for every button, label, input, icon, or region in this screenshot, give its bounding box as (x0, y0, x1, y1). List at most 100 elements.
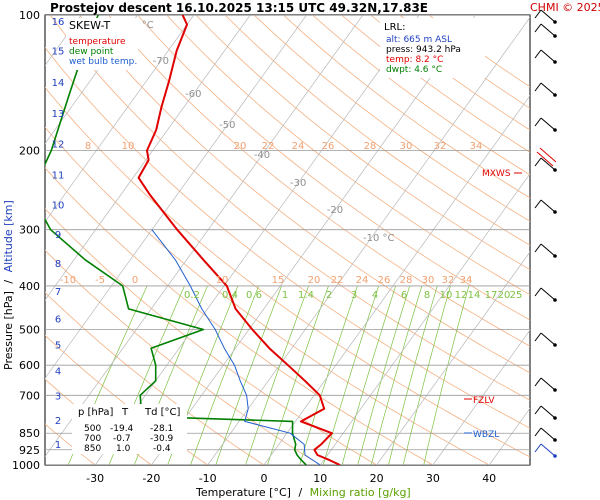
adiabat-label: 28 (400, 275, 413, 286)
y-axis-label: Pressure [hPa] / Altitude [km] (2, 200, 15, 370)
isotherm (432, 329, 530, 465)
wind-barb-feather (534, 405, 542, 415)
adiabat-label: 34 (470, 141, 483, 152)
adiabat-label: 28 (364, 141, 377, 152)
wind-barb-dot (553, 34, 557, 38)
wind-barb (534, 287, 557, 302)
adiabat-label: 8 (85, 141, 91, 152)
wind-barb (534, 9, 557, 24)
adiabat-label: 0 (132, 275, 138, 286)
mixing-ratio-label: 1.4 (298, 290, 314, 301)
credit-text: CHMI © 2025 (530, 1, 600, 14)
altitude-tick-label: 8 (55, 259, 61, 270)
mixing-ratio-label: 17 (485, 290, 498, 301)
temperature-tick-label: -10 (199, 472, 217, 485)
wind-barb-shaft (540, 117, 556, 131)
dry-adiabat (45, 46, 530, 429)
adiabat-label: 10 (216, 275, 229, 286)
lrl-box: LRL: alt: 665 m ASL press: 943.2 hPa tem… (380, 18, 485, 78)
wind-barb-dot (553, 60, 557, 64)
altitude-tick-label: 15 (52, 47, 65, 58)
isotherm (151, 15, 476, 465)
wind-barb-feather (534, 199, 542, 209)
isotherm-label: -20 (327, 205, 343, 216)
mxws-barb (536, 151, 554, 167)
table-cell: -0.7 (113, 434, 131, 444)
table-cell: -30.9 (150, 434, 174, 444)
table-cell: 500 (84, 424, 101, 434)
altitude-tick-label: 3 (55, 391, 61, 402)
temperature-tick-label: 40 (482, 472, 496, 485)
adiabat-label: 20 (234, 141, 247, 152)
mixing-ratio-label: 14 (468, 290, 481, 301)
isotherm (320, 173, 530, 465)
x-axis-label-temp: Temperature [°C] (195, 486, 291, 499)
table-header-t: T (121, 407, 129, 418)
altitude-tick-label: 5 (55, 341, 61, 352)
wind-barb-dot (553, 210, 557, 214)
background-grid (45, 15, 530, 465)
altitude-tick-label: 12 (52, 140, 65, 151)
wind-barb (534, 243, 557, 258)
wind-barb-dot (553, 454, 557, 458)
wind-barb-dot (553, 298, 557, 302)
mxws-barb (539, 147, 557, 163)
isotherm (263, 94, 530, 465)
wind-barb-feather (534, 9, 542, 19)
dry-adiabat (137, 15, 530, 321)
pressure-tick-label: 200 (19, 144, 40, 157)
wind-barb (534, 377, 557, 392)
dry-adiabat (108, 15, 530, 347)
pressure-tick-label: 1000 (12, 459, 40, 472)
adiabat-label: -10 (60, 275, 76, 286)
isotherm-label: -50 (219, 120, 235, 131)
altitude-tick-label: 10 (52, 201, 65, 212)
adiabat-label: 34 (460, 275, 473, 286)
dry-adiabat (253, 15, 530, 222)
mixing-ratio-label: 4 (372, 290, 378, 301)
mixing-ratio-label: 1 (282, 290, 288, 301)
adiabat-label: 30 (400, 141, 413, 152)
adiabat-label: 24 (356, 275, 369, 286)
legend-wetbulb: wet bulb temp. (69, 57, 137, 67)
dry-adiabat (49, 15, 530, 401)
altitude-tick-label: 13 (52, 109, 65, 120)
altitude-tick-label: 9 (55, 230, 61, 241)
isotherm (45, 15, 307, 379)
y-axis-label-sep: / (2, 280, 15, 284)
wind-barb (534, 427, 557, 442)
wind-barb-shaft (540, 23, 556, 37)
wind-barb-dot (553, 20, 557, 24)
altitude-tick-label: 11 (52, 170, 65, 181)
adiabat-label: 22 (262, 141, 275, 152)
wind-barb-shaft (540, 9, 556, 23)
mixing-ratio-label: 3 (351, 290, 357, 301)
altitude-tick-label: 1 (55, 440, 61, 451)
x-axis-label: Temperature [°C] / Mixing ratio [g/kg] (195, 486, 411, 499)
pressure-tick-label: 100 (19, 9, 40, 22)
temperature-tick-label: 20 (370, 472, 384, 485)
adiabat-label: 10 (122, 141, 135, 152)
pressure-tick-label: 850 (19, 427, 40, 440)
dry-adiabat (283, 15, 530, 199)
wind-barb-shaft (540, 443, 556, 457)
adiabat-label: 30 (422, 275, 435, 286)
isotherm (45, 15, 251, 301)
wind-barb-shaft (540, 405, 556, 419)
wind-barb-dot (553, 438, 557, 442)
table-cell: -28.1 (150, 424, 173, 434)
wind-barb-dot (553, 93, 557, 97)
adiabat-label: 26 (322, 141, 335, 152)
temperature-tick-label: -30 (86, 472, 104, 485)
wind-barb-dot (553, 416, 557, 420)
dry-adiabat (195, 15, 530, 271)
grid-labels: 1002003004005006007008509251000123456789… (12, 9, 522, 485)
wind-barb (534, 49, 557, 64)
wind-barb (534, 117, 557, 132)
wind-barb-dot (553, 388, 557, 392)
table-header-p: p [hPa] (78, 407, 113, 418)
mixing-ratio-label: 12 (455, 290, 468, 301)
pressure-tick-label: 500 (19, 324, 40, 337)
adiabat-label: 15 (272, 275, 285, 286)
